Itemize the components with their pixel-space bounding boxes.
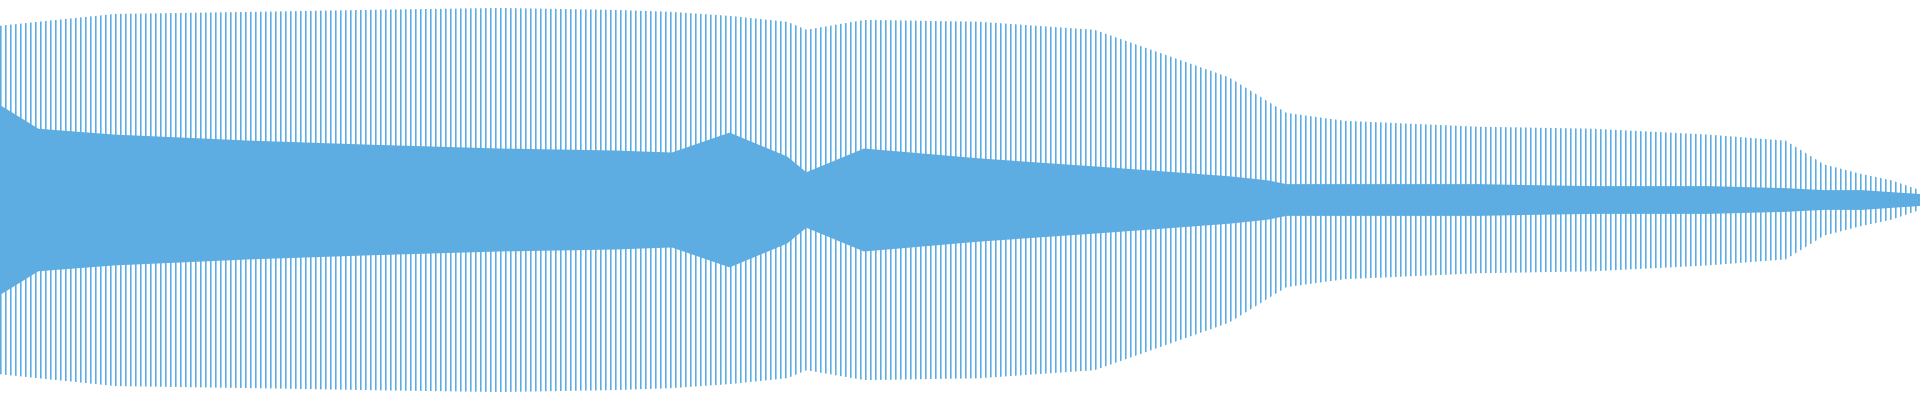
waveform-core bbox=[0, 200, 1920, 296]
waveform-core bbox=[0, 104, 1920, 200]
